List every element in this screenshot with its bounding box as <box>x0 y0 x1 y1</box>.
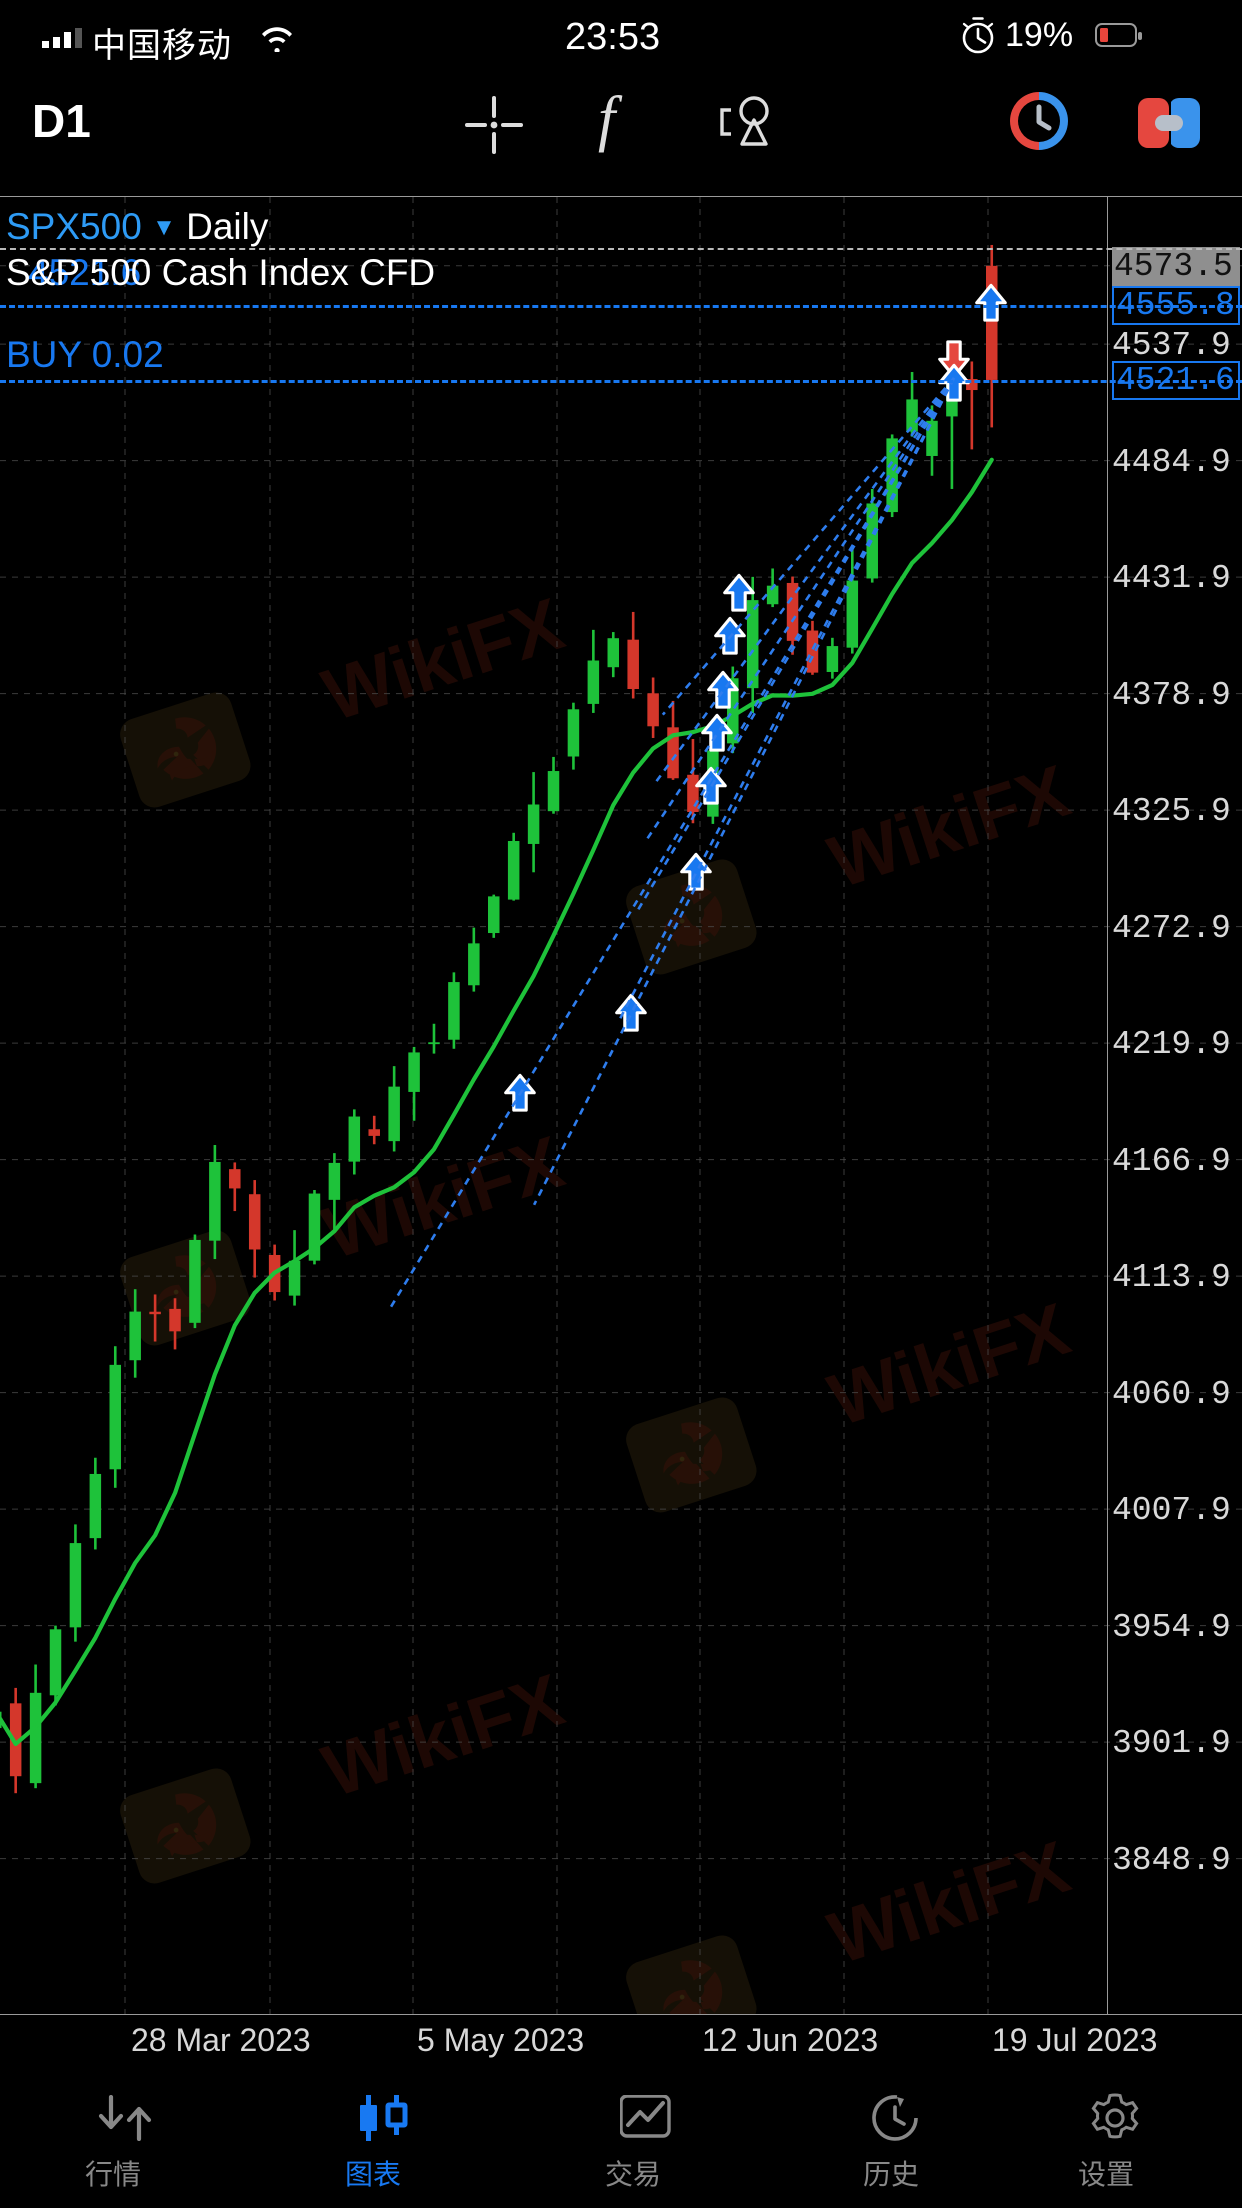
svg-text:WikiFX: WikiFX <box>313 1658 573 1813</box>
svg-text:WikiFX: WikiFX <box>819 1287 1079 1442</box>
svg-text:WikiFX: WikiFX <box>819 1825 1079 1980</box>
svg-text:WikiFX: WikiFX <box>819 749 1079 904</box>
svg-text:WikiFX: WikiFX <box>313 582 573 737</box>
